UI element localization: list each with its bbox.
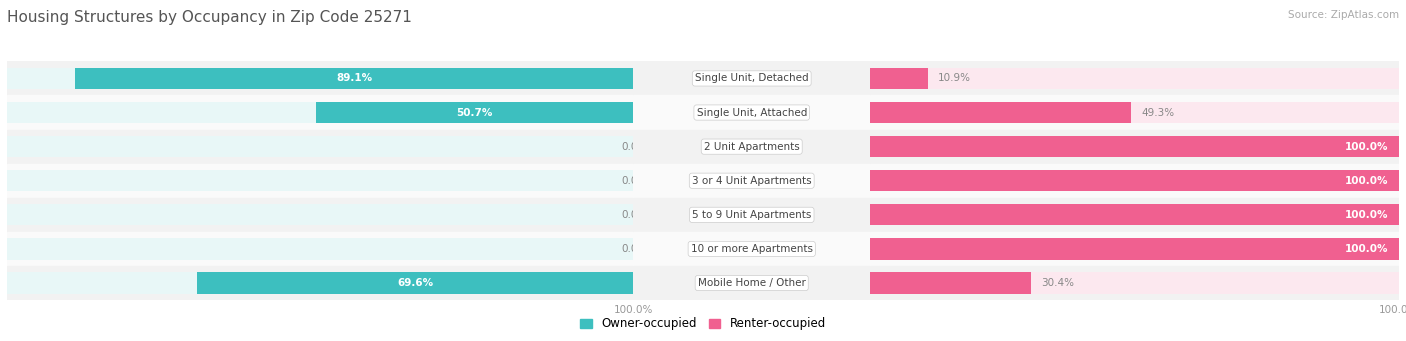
Text: 10.9%: 10.9% [938,73,972,84]
Bar [7,266,633,300]
Bar [633,232,870,266]
Bar [7,272,633,294]
Bar [870,164,1399,198]
Bar [633,198,870,232]
Text: Source: ZipAtlas.com: Source: ZipAtlas.com [1288,10,1399,20]
Bar [870,102,1399,123]
Text: 0.0%: 0.0% [621,142,647,152]
Bar [633,266,870,300]
Bar [870,204,1399,225]
Text: 0.0%: 0.0% [621,176,647,186]
Bar [7,102,633,123]
Bar [870,238,1399,260]
Bar [870,204,1399,225]
Bar [870,130,1399,164]
Bar [316,102,633,123]
Text: Single Unit, Attached: Single Unit, Attached [696,107,807,118]
Bar [7,68,633,89]
Text: 0.0%: 0.0% [621,244,647,254]
Text: Housing Structures by Occupancy in Zip Code 25271: Housing Structures by Occupancy in Zip C… [7,10,412,25]
Bar [870,102,1130,123]
Bar [870,170,1399,191]
Bar [7,170,633,191]
Bar [870,232,1399,266]
Text: 50.7%: 50.7% [457,107,494,118]
Bar [7,130,633,164]
Bar [870,272,1031,294]
Text: 89.1%: 89.1% [336,73,373,84]
Text: 2 Unit Apartments: 2 Unit Apartments [704,142,800,152]
Bar [870,238,1399,260]
Bar [7,204,633,225]
Bar [633,95,870,130]
Text: 3 or 4 Unit Apartments: 3 or 4 Unit Apartments [692,176,811,186]
Text: 10 or more Apartments: 10 or more Apartments [690,244,813,254]
Bar [870,170,1399,191]
Text: 30.4%: 30.4% [1042,278,1074,288]
Text: 69.6%: 69.6% [398,278,433,288]
Text: Mobile Home / Other: Mobile Home / Other [697,278,806,288]
Bar [7,238,633,260]
Bar [633,164,870,198]
Bar [7,61,633,95]
Bar [870,272,1399,294]
Bar [7,95,633,130]
Bar [7,136,633,157]
Text: 100.0%: 100.0% [1346,244,1388,254]
Bar [7,164,633,198]
Legend: Owner-occupied, Renter-occupied: Owner-occupied, Renter-occupied [575,313,831,335]
Text: 5 to 9 Unit Apartments: 5 to 9 Unit Apartments [692,210,811,220]
Text: 49.3%: 49.3% [1142,107,1174,118]
Bar [7,232,633,266]
Bar [870,68,1399,89]
Text: 0.0%: 0.0% [621,210,647,220]
Text: Single Unit, Detached: Single Unit, Detached [695,73,808,84]
Bar [870,198,1399,232]
Bar [633,130,870,164]
Bar [870,136,1399,157]
Bar [870,61,1399,95]
Text: 100.0%: 100.0% [1346,176,1388,186]
Bar [633,61,870,95]
Bar [870,68,928,89]
Bar [76,68,633,89]
Bar [870,136,1399,157]
Bar [197,272,633,294]
Bar [870,266,1399,300]
Text: 100.0%: 100.0% [1346,142,1388,152]
Bar [870,95,1399,130]
Text: 100.0%: 100.0% [1346,210,1388,220]
Bar [7,198,633,232]
